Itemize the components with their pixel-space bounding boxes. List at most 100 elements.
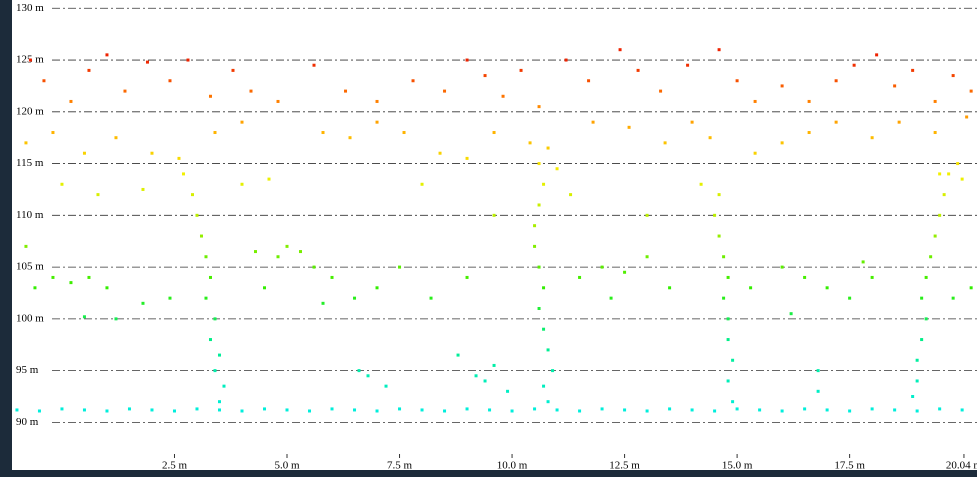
point [898,121,901,124]
point [69,281,72,284]
chart: 130 m125 m120 m115 m110 m105 m100 m95 m9… [0,0,977,477]
point [60,183,63,186]
point [749,286,752,289]
point [961,408,964,411]
point [592,121,595,124]
point [862,260,865,263]
point [51,276,54,279]
point [569,193,572,196]
point [195,407,198,410]
point [637,69,640,72]
point [956,162,959,165]
point [529,141,532,144]
point [331,276,334,279]
point [803,276,806,279]
point [947,172,950,175]
point [191,193,194,196]
point [961,178,964,181]
point [601,407,604,410]
point [213,131,216,134]
point [758,408,761,411]
point [826,408,829,411]
point [578,409,581,412]
point [213,317,216,320]
point [538,162,541,165]
x-tick-label: 12.5 m [609,460,640,472]
point [268,178,271,181]
point [128,407,131,410]
x-tick-label: 7.5 m [387,460,413,472]
point [916,409,919,412]
point [943,193,946,196]
point [925,317,928,320]
point [146,61,149,64]
point [817,369,820,372]
point [952,297,955,300]
point [911,395,914,398]
point [965,115,968,118]
point [83,152,86,155]
point [835,121,838,124]
point [911,69,914,72]
point [952,74,955,77]
point [754,100,757,103]
point [15,408,18,411]
point [254,250,257,253]
point [322,302,325,305]
point [484,74,487,77]
point [938,172,941,175]
point [623,408,626,411]
point [173,409,176,412]
point [87,69,90,72]
point [713,214,716,217]
point [718,235,721,238]
point [168,79,171,82]
point [700,183,703,186]
point [493,131,496,134]
y-tick-label: 130 m [16,2,44,14]
point [781,141,784,144]
point [33,286,36,289]
point [502,95,505,98]
plot-area [12,0,977,470]
point [344,90,347,93]
point [533,224,536,227]
point [668,286,671,289]
point [727,379,730,382]
point [277,255,280,258]
point [367,374,370,377]
point [218,354,221,357]
point [263,407,266,410]
point [520,69,523,72]
point [439,152,442,155]
point [542,286,545,289]
point [619,48,622,51]
point [204,297,207,300]
point [150,152,153,155]
point [105,286,108,289]
y-tick-label: 105 m [16,261,44,273]
point [493,214,496,217]
point [466,59,469,62]
point [727,276,730,279]
point [781,266,784,269]
point [533,245,536,248]
point [475,374,478,377]
point [286,245,289,248]
point [727,338,730,341]
point [610,297,613,300]
point [150,408,153,411]
point [875,53,878,56]
point [754,152,757,155]
point [538,203,541,206]
point [182,172,185,175]
point [466,407,469,410]
point [209,338,212,341]
point [114,317,117,320]
point [925,276,928,279]
point [218,408,221,411]
point [713,409,716,412]
point [186,59,189,62]
point [204,255,207,258]
point [731,400,734,403]
